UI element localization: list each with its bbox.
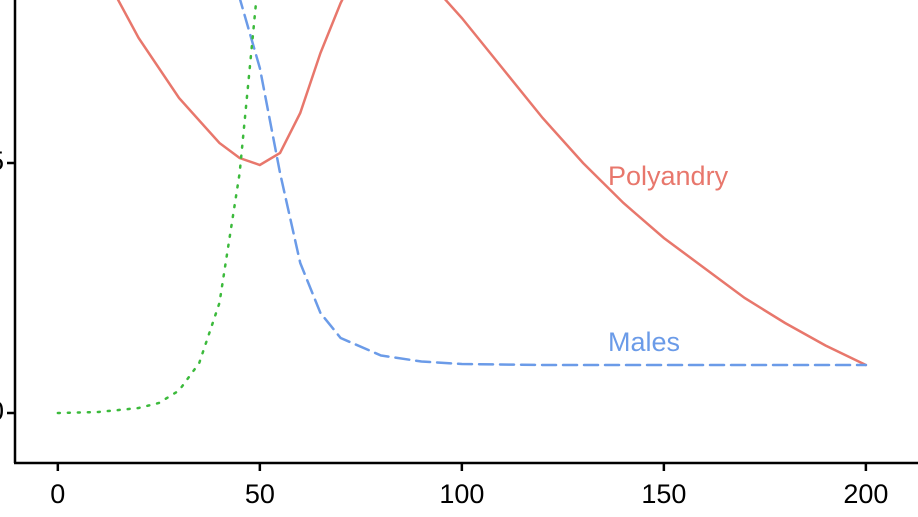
plot-area [56,0,868,415]
series-line [56,0,258,415]
series-label: Polyandry [608,161,729,191]
x-tick-label: 100 [439,479,484,509]
x-tick-label: 0 [50,479,65,509]
x-tick-label: 50 [245,479,275,509]
x-tick-label: 150 [641,479,686,509]
y-tick-label: 5 [0,146,4,176]
series-line [116,0,868,367]
x-tick-label: 200 [843,479,888,509]
series-label: Males [608,327,680,357]
series-line [238,0,868,367]
y-tick-label: 0 [0,396,4,426]
